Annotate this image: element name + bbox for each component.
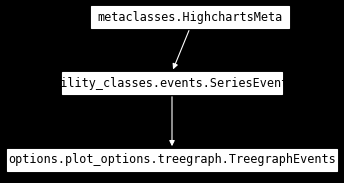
Text: utility_classes.events.SeriesEvents: utility_classes.events.SeriesEvents — [47, 76, 297, 89]
FancyBboxPatch shape — [62, 72, 282, 94]
FancyBboxPatch shape — [7, 149, 337, 171]
FancyBboxPatch shape — [91, 6, 289, 28]
Text: options.plot_options.treegraph.TreegraphEvents: options.plot_options.treegraph.Treegraph… — [8, 154, 336, 167]
Text: metaclasses.HighchartsMeta: metaclasses.HighchartsMeta — [97, 10, 283, 23]
